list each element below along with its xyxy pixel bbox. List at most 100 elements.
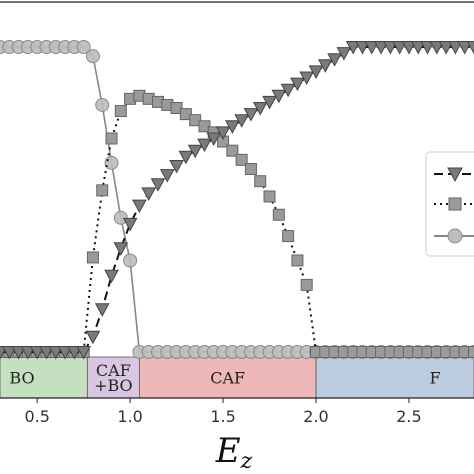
x-tick-label-1: 1.0 bbox=[117, 407, 142, 426]
series-0-point bbox=[85, 330, 101, 345]
series-1-point bbox=[170, 102, 183, 114]
series-0-point bbox=[308, 65, 324, 79]
series-0-point bbox=[438, 41, 454, 55]
legend-marker-0 bbox=[447, 167, 463, 183]
region-label-2-0: CAF bbox=[210, 369, 245, 388]
series-0-point bbox=[364, 41, 380, 55]
series-0-point bbox=[1, 346, 17, 360]
series-0-line bbox=[0, 46, 474, 353]
series-0-point bbox=[234, 114, 249, 128]
series-1-point bbox=[254, 175, 267, 188]
series-0-point bbox=[299, 71, 315, 86]
series-0-point bbox=[48, 346, 64, 360]
series-1-point bbox=[179, 108, 192, 121]
series-0-point bbox=[420, 41, 435, 55]
series-2-point bbox=[85, 49, 100, 64]
series-1-point bbox=[244, 163, 257, 175]
x-axis-label-sub: z bbox=[240, 449, 253, 474]
region-0 bbox=[0, 356, 88, 399]
series-0-point bbox=[466, 41, 474, 55]
x-ticks: 0.5 1.0 1.5 2.0 2.5 bbox=[24, 398, 422, 426]
series-1-point bbox=[86, 251, 99, 264]
phase-regions: BO CAF+BO CAF F bbox=[0, 356, 474, 399]
series-0-point bbox=[355, 41, 370, 55]
series-1-point bbox=[263, 190, 276, 203]
series-1-point bbox=[189, 114, 202, 127]
series-0-point bbox=[392, 41, 407, 55]
series-1-point bbox=[468, 346, 474, 358]
series-layer bbox=[0, 40, 474, 360]
series-0-point bbox=[262, 95, 277, 110]
series-1-point bbox=[272, 208, 285, 221]
x-axis-label-main: E bbox=[215, 431, 241, 471]
series-1-point bbox=[235, 153, 248, 166]
series-0-point bbox=[448, 41, 463, 55]
x-tick-label-4: 2.5 bbox=[396, 407, 421, 426]
series-0-point bbox=[178, 150, 194, 165]
legend-marker-2 bbox=[447, 228, 463, 244]
series-0-point bbox=[141, 187, 157, 201]
region-label-1-0: CAF bbox=[96, 361, 131, 380]
region-3 bbox=[315, 356, 474, 399]
series-0-point bbox=[94, 303, 110, 317]
series-2-point bbox=[76, 40, 91, 54]
series-0-point bbox=[271, 89, 287, 104]
series-0-point bbox=[39, 346, 54, 360]
series-0-point bbox=[243, 108, 259, 122]
series-1-point bbox=[114, 105, 127, 118]
axes bbox=[0, 1, 474, 399]
series-0-point bbox=[327, 53, 342, 67]
series-1-point bbox=[226, 144, 239, 157]
series-0-point bbox=[67, 346, 82, 360]
series-0-point bbox=[280, 83, 296, 98]
series-1-point bbox=[198, 120, 211, 133]
series-0-point bbox=[150, 178, 166, 192]
series-0-point bbox=[20, 346, 36, 360]
series-0-point bbox=[383, 41, 398, 55]
series-0-point bbox=[401, 41, 417, 55]
series-1-point bbox=[282, 230, 295, 243]
series-0-point bbox=[336, 47, 352, 61]
series-0-point bbox=[215, 126, 231, 140]
series-0-point bbox=[345, 41, 361, 55]
series-0-point bbox=[169, 159, 184, 174]
series-0-point bbox=[429, 41, 445, 55]
series-0-point bbox=[373, 41, 389, 55]
series-0-point bbox=[57, 346, 73, 360]
x-tick-label-2: 1.5 bbox=[210, 407, 235, 426]
x-tick-label-3: 2.0 bbox=[303, 407, 328, 426]
series-0-point bbox=[159, 169, 175, 183]
series-2-point bbox=[104, 155, 119, 170]
region-1 bbox=[86, 356, 140, 399]
series-1-point bbox=[96, 184, 109, 197]
series-1-point bbox=[105, 132, 118, 145]
series-0-point bbox=[290, 77, 305, 92]
series-1-point bbox=[300, 278, 313, 291]
series-0-point bbox=[317, 59, 333, 73]
x-tick-label-0: 0.5 bbox=[24, 407, 49, 426]
series-0-point bbox=[29, 346, 45, 360]
region-label-0-0: BO bbox=[9, 369, 34, 388]
series-0-point bbox=[122, 217, 138, 232]
series-2-point bbox=[123, 253, 138, 268]
series-1 bbox=[0, 89, 474, 358]
series-0-point bbox=[76, 346, 91, 360]
region-label-1-1: +BO bbox=[94, 376, 133, 395]
series-0-point bbox=[252, 102, 268, 116]
legend bbox=[425, 151, 474, 257]
series-0-point bbox=[104, 269, 119, 284]
series-0-point bbox=[132, 199, 147, 214]
series-2-point bbox=[113, 210, 128, 225]
series-0-point bbox=[225, 120, 240, 134]
series-0-point bbox=[206, 132, 222, 147]
series-0-point bbox=[113, 242, 129, 256]
series-2-line bbox=[0, 46, 474, 353]
series-0-point bbox=[197, 138, 212, 153]
series-2 bbox=[0, 40, 474, 359]
series-1-line bbox=[0, 94, 474, 353]
region-label-3-0: F bbox=[429, 369, 440, 388]
series-0-point bbox=[410, 41, 426, 55]
x-axis-label: Ez bbox=[215, 431, 253, 474]
series-0-point bbox=[11, 346, 26, 360]
